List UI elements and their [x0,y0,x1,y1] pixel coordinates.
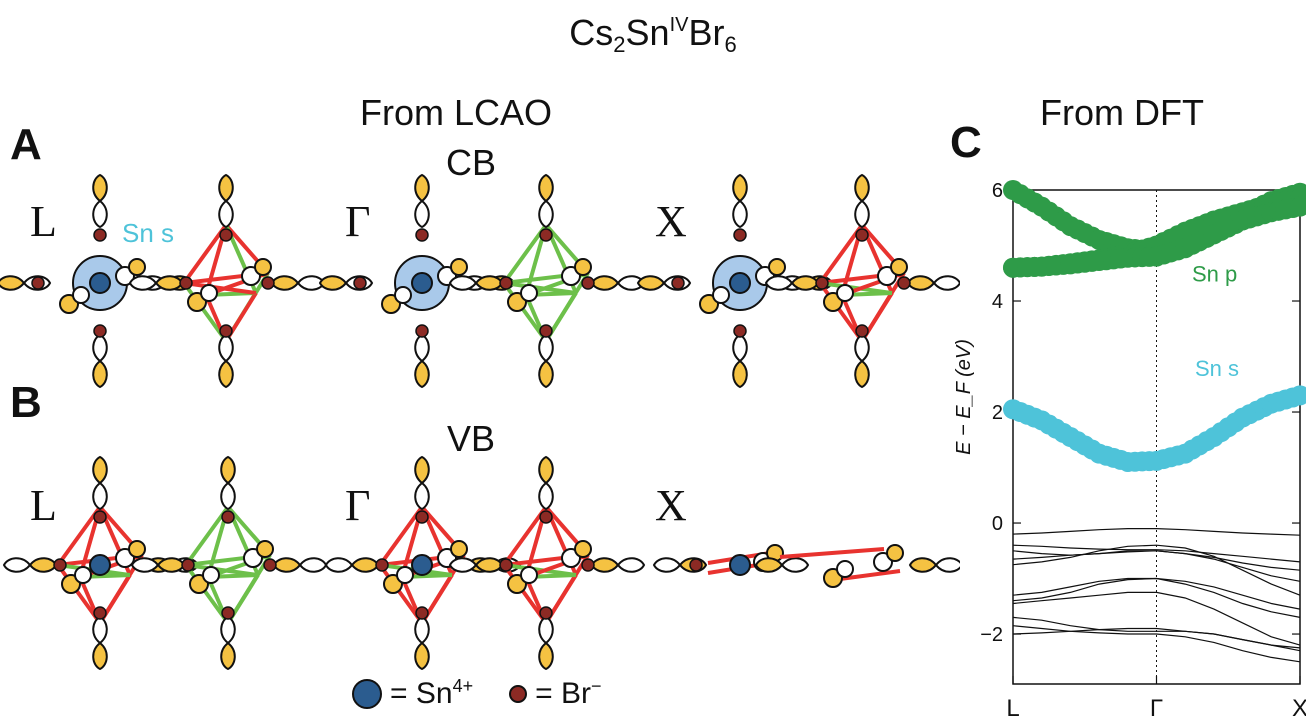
legend-br-label: = Br− [535,676,602,710]
annotation-sn-p: Sn p [1192,262,1237,287]
br-atom-legend-icon [509,684,528,703]
valence-band-line [1012,627,1301,649]
kpoint-label-vb-gamma: Γ [345,481,371,530]
sn-s-fatband-point [1290,385,1306,406]
valence-band-line [1012,577,1301,610]
vb-header: VB [447,418,496,459]
band-structure-chart: −2 0 2 4 6 L Γ X E − E_F (eV) Sn p Sn s [953,180,1306,716]
lcao-header: From LCAO [360,92,553,133]
panel-letter-b: B [10,378,42,427]
y-tick-label: 2 [992,402,1003,424]
cb-header: CB [446,142,497,183]
y-axis-label: E − E_F (eV) [953,339,975,455]
kpoint-label-vb-l: L [30,481,57,530]
kpoint-label-cb-l: L [30,197,57,246]
cb-x-octahedron [766,175,960,387]
vb-gamma-octahedron-1 [326,457,520,669]
y-tick-label: 4 [992,291,1003,313]
figure-title: Cs2SnIVBr6 [569,12,737,57]
lcao-diagrams [0,174,960,670]
valence-band-line [1012,528,1301,536]
legend-sn-label: = Sn4+ [390,676,474,710]
cb-l-diagram [0,174,193,388]
sn-atom-legend-icon [352,678,382,709]
valence-band-line [1012,591,1301,646]
cb-gamma-octahedron [450,175,644,387]
vb-gamma-octahedron-2 [450,457,644,669]
x-tick-label: X [1292,695,1306,716]
vb-x-chain [653,544,960,588]
valence-band-line [1012,550,1301,582]
cb-gamma-diagram [319,174,515,388]
y-tick-label: −2 [980,624,1003,646]
x-tick-label: L [1006,695,1019,716]
y-tick-label: 0 [992,513,1003,535]
kpoint-label-cb-x: X [655,197,687,246]
kpoint-label-cb-gamma: Γ [345,197,371,246]
sn-s-orbital-label: Sn s [122,218,175,248]
x-tick-label: Γ [1150,695,1163,716]
valence-band-line [1012,544,1301,596]
valence-band-line [1012,577,1301,618]
kpoint-label-vb-x: X [655,481,687,530]
valence-band-line [1012,544,1301,563]
cb-l-octahedron [130,175,324,387]
panel-letter-c: C [950,118,982,167]
valence-band-line [1012,625,1301,663]
legend: = Sn4+ = Br− [352,676,601,711]
panel-letter-a: A [10,120,42,169]
cb-x-diagram [637,174,833,388]
y-tick-label: 6 [992,180,1003,202]
annotation-sn-s: Sn s [1195,356,1239,381]
vb-l-octahedron-1 [4,457,198,669]
vb-l-octahedron-2 [132,457,326,669]
sn-p-fatband-point [1290,196,1306,217]
dft-header: From DFT [1040,92,1204,133]
